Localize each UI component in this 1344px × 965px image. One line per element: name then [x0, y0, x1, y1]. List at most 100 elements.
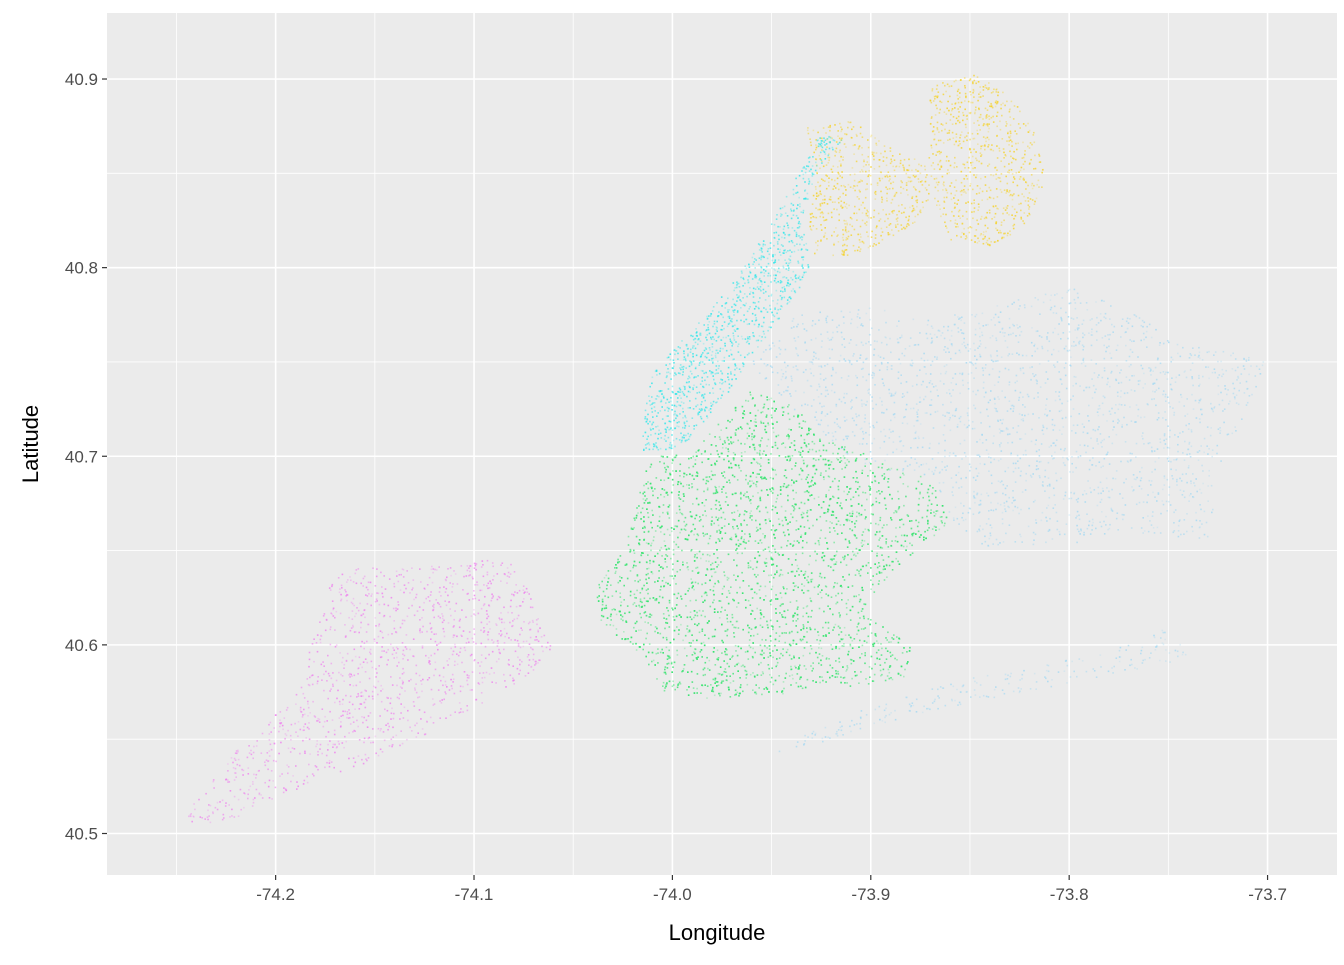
data-point	[647, 419, 649, 421]
data-point	[948, 412, 950, 414]
data-point	[933, 139, 935, 141]
data-point	[736, 281, 738, 283]
data-point	[958, 102, 960, 104]
data-point	[969, 148, 971, 150]
data-point	[1166, 501, 1168, 503]
data-point	[1225, 388, 1227, 390]
data-point	[872, 245, 874, 247]
data-point	[716, 321, 718, 323]
data-point	[1002, 213, 1004, 215]
data-point	[954, 324, 956, 326]
data-point	[1009, 384, 1011, 386]
data-point	[777, 372, 779, 374]
data-point	[834, 201, 836, 203]
data-point	[1033, 501, 1035, 503]
data-point	[1006, 485, 1008, 487]
data-point	[1052, 332, 1054, 334]
data-point	[697, 414, 699, 416]
data-point	[1091, 378, 1093, 380]
data-point	[900, 192, 902, 194]
data-point	[958, 89, 960, 91]
data-point	[818, 146, 820, 148]
data-point	[1075, 376, 1077, 378]
data-point	[1235, 358, 1237, 360]
data-point	[1142, 326, 1144, 328]
data-point	[781, 369, 783, 371]
data-point	[990, 190, 992, 192]
data-point	[916, 711, 918, 713]
data-point	[998, 232, 1000, 234]
data-point	[736, 284, 738, 286]
data-point	[1001, 356, 1003, 358]
data-point	[978, 529, 980, 531]
data-point	[742, 338, 744, 340]
data-point	[1007, 675, 1009, 677]
data-point	[767, 275, 769, 277]
data-point	[721, 383, 723, 385]
data-point	[1248, 359, 1250, 361]
data-point	[826, 143, 828, 145]
data-point	[668, 437, 670, 439]
data-point	[771, 267, 773, 269]
data-point	[683, 435, 685, 437]
data-point	[793, 326, 795, 328]
data-point	[908, 181, 910, 183]
data-point	[825, 736, 827, 738]
data-point	[955, 141, 957, 143]
data-point	[979, 86, 981, 88]
data-point	[765, 378, 767, 380]
data-point	[702, 352, 704, 354]
data-point	[1188, 428, 1190, 430]
data-point	[988, 696, 990, 698]
data-point	[867, 139, 869, 141]
data-point	[931, 102, 933, 104]
data-point	[693, 339, 695, 341]
data-point	[663, 397, 665, 399]
data-point	[1053, 488, 1055, 490]
data-point	[1184, 415, 1186, 417]
data-point	[711, 371, 713, 373]
data-point	[1158, 417, 1160, 419]
data-point	[812, 320, 814, 322]
data-point	[1054, 425, 1056, 427]
data-point	[758, 264, 760, 266]
data-point	[935, 187, 937, 189]
data-point	[894, 710, 896, 712]
data-point	[730, 371, 732, 373]
data-point	[1129, 665, 1131, 667]
data-point	[1049, 485, 1051, 487]
data-point	[757, 346, 759, 348]
data-point	[1028, 526, 1030, 528]
data-point	[1082, 494, 1084, 496]
data-point	[951, 345, 953, 347]
data-point	[967, 426, 969, 428]
data-point	[799, 276, 801, 278]
data-point	[1133, 375, 1135, 377]
data-point	[898, 320, 900, 322]
data-point	[874, 210, 876, 212]
data-point	[969, 139, 971, 141]
data-point	[884, 710, 886, 712]
data-point	[829, 339, 831, 341]
data-point	[943, 142, 945, 144]
data-point	[820, 378, 822, 380]
data-point	[920, 209, 922, 211]
data-point	[966, 530, 968, 532]
data-point	[959, 210, 961, 212]
data-point	[1179, 520, 1181, 522]
data-point	[835, 150, 837, 152]
data-point	[734, 369, 736, 371]
data-point	[1000, 311, 1002, 313]
data-point	[703, 324, 705, 326]
data-point	[1259, 368, 1261, 370]
data-point	[1177, 656, 1179, 658]
data-point	[1015, 481, 1017, 483]
data-point	[856, 344, 858, 346]
data-point	[940, 335, 942, 337]
data-point	[778, 235, 780, 237]
data-point	[863, 166, 865, 168]
data-point	[988, 518, 990, 520]
data-point	[1065, 465, 1067, 467]
data-point	[674, 413, 676, 415]
data-point	[794, 290, 796, 292]
